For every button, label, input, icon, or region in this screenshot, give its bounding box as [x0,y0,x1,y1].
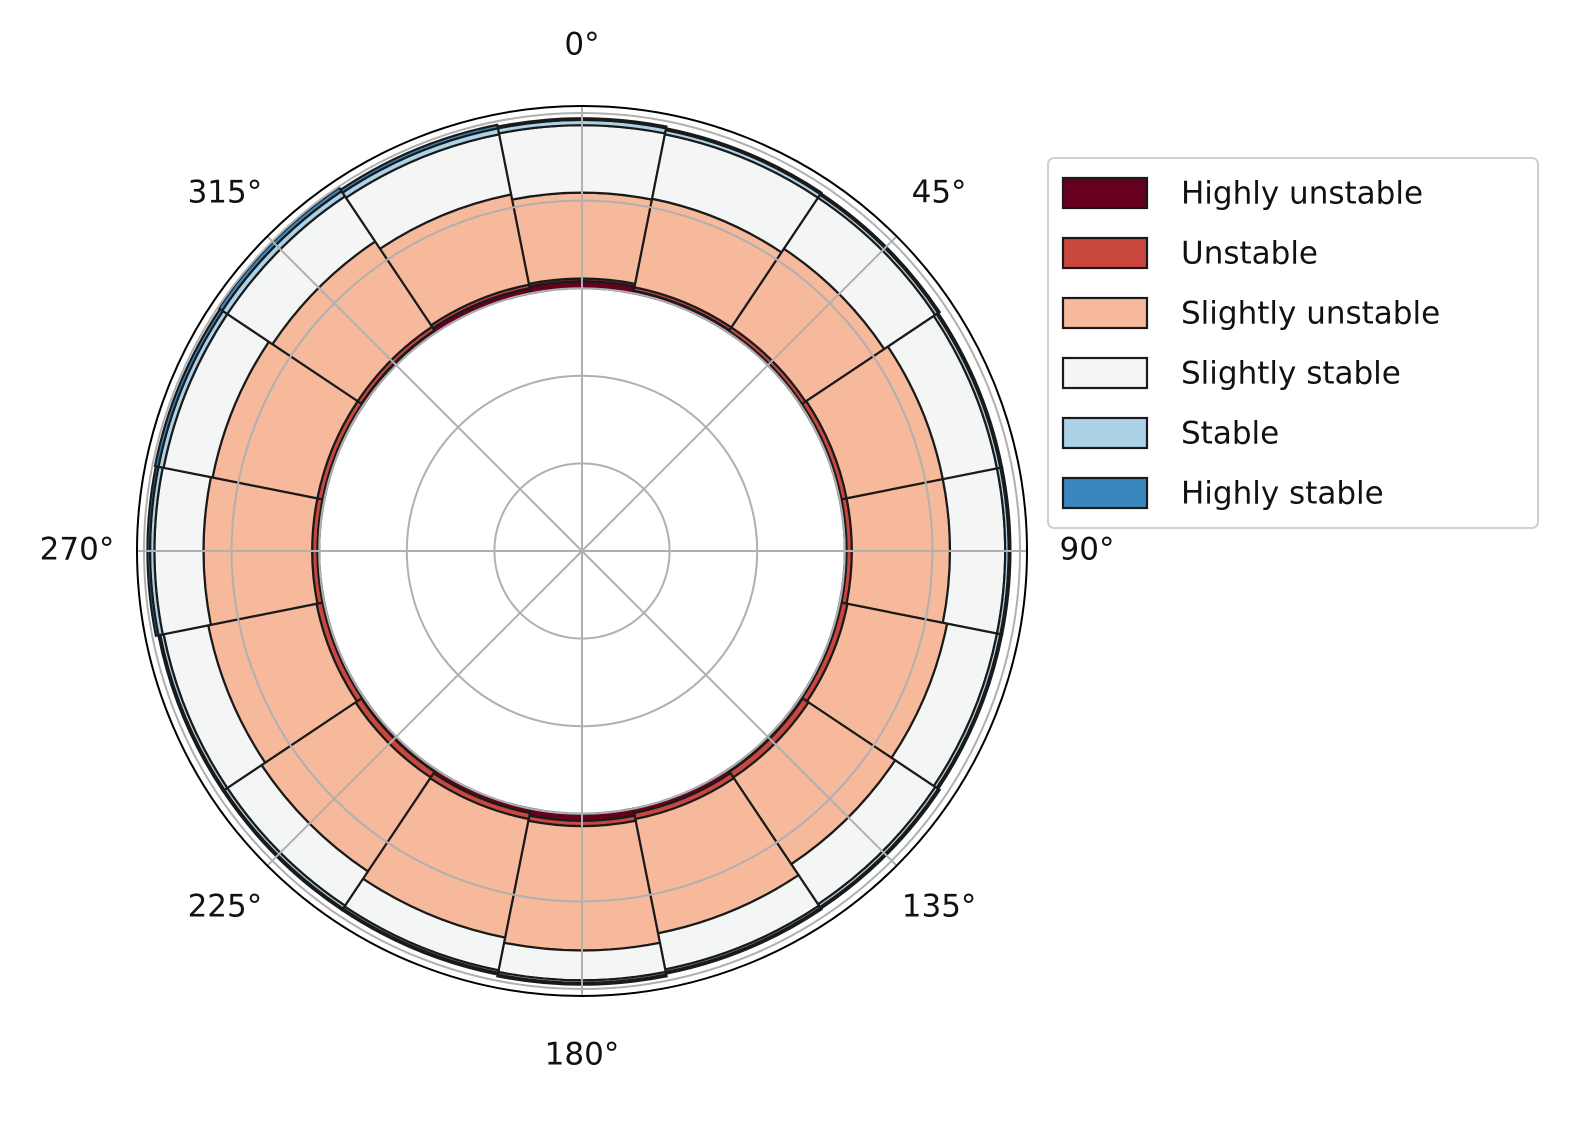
legend-swatch [1061,476,1149,510]
angular-grid-line [581,235,898,552]
legend-swatch [1061,176,1149,210]
legend-label: Highly unstable [1181,176,1423,212]
angle-tick-label: 225° [188,889,263,925]
legend-swatch [1061,236,1149,270]
polar-spine [136,105,1028,997]
legend-label: Unstable [1181,236,1318,272]
angle-tick-label: 90° [1060,532,1115,568]
angle-tick-label: 315° [188,174,263,210]
angular-grid-line [581,550,898,867]
angle-tick-label: 270° [40,532,115,568]
legend-label: Slightly stable [1181,356,1401,392]
angle-tick-label: 135° [902,889,977,925]
legend-swatch [1061,296,1149,330]
bar-segment [339,123,500,195]
legend-label: Highly stable [1181,476,1384,512]
legend-label: Stable [1181,416,1279,452]
angle-tick-label: 0° [564,27,599,63]
angle-tick-label: 45° [912,174,967,210]
angular-grid-line [266,235,583,552]
legend-label: Slightly unstable [1181,296,1440,332]
angle-tick-label: 180° [545,1037,620,1073]
legend-box [1047,157,1539,529]
legend-swatch [1061,356,1149,390]
legend-swatch [1061,416,1149,450]
angular-grid-line [266,550,583,867]
